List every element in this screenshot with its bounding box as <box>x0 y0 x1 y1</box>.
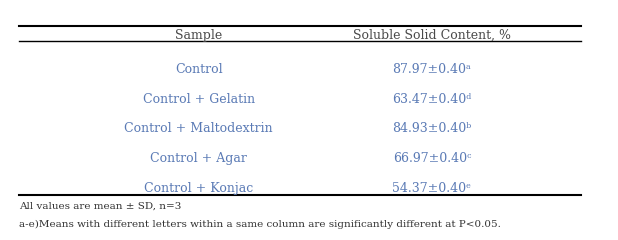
Text: a-e)Means with different letters within a same column are significantly differen: a-e)Means with different letters within … <box>19 220 501 229</box>
Text: 63.47±0.40ᵈ: 63.47±0.40ᵈ <box>392 93 472 106</box>
Text: 84.93±0.40ᵇ: 84.93±0.40ᵇ <box>392 122 472 135</box>
Text: Control: Control <box>175 63 222 76</box>
Text: Control + Maltodextrin: Control + Maltodextrin <box>124 122 273 135</box>
Text: Sample: Sample <box>175 29 222 42</box>
Text: Soluble Solid Content, %: Soluble Solid Content, % <box>353 29 511 42</box>
Text: 66.97±0.40ᶜ: 66.97±0.40ᶜ <box>392 152 471 165</box>
Text: All values are mean ± SD, n=3: All values are mean ± SD, n=3 <box>19 202 182 211</box>
Text: Control + Agar: Control + Agar <box>150 152 247 165</box>
Text: Control + Gelatin: Control + Gelatin <box>143 93 255 106</box>
Text: 54.37±0.40ᵉ: 54.37±0.40ᵉ <box>392 182 472 195</box>
Text: Control + Konjac: Control + Konjac <box>144 182 253 195</box>
Text: 87.97±0.40ᵃ: 87.97±0.40ᵃ <box>392 63 472 76</box>
